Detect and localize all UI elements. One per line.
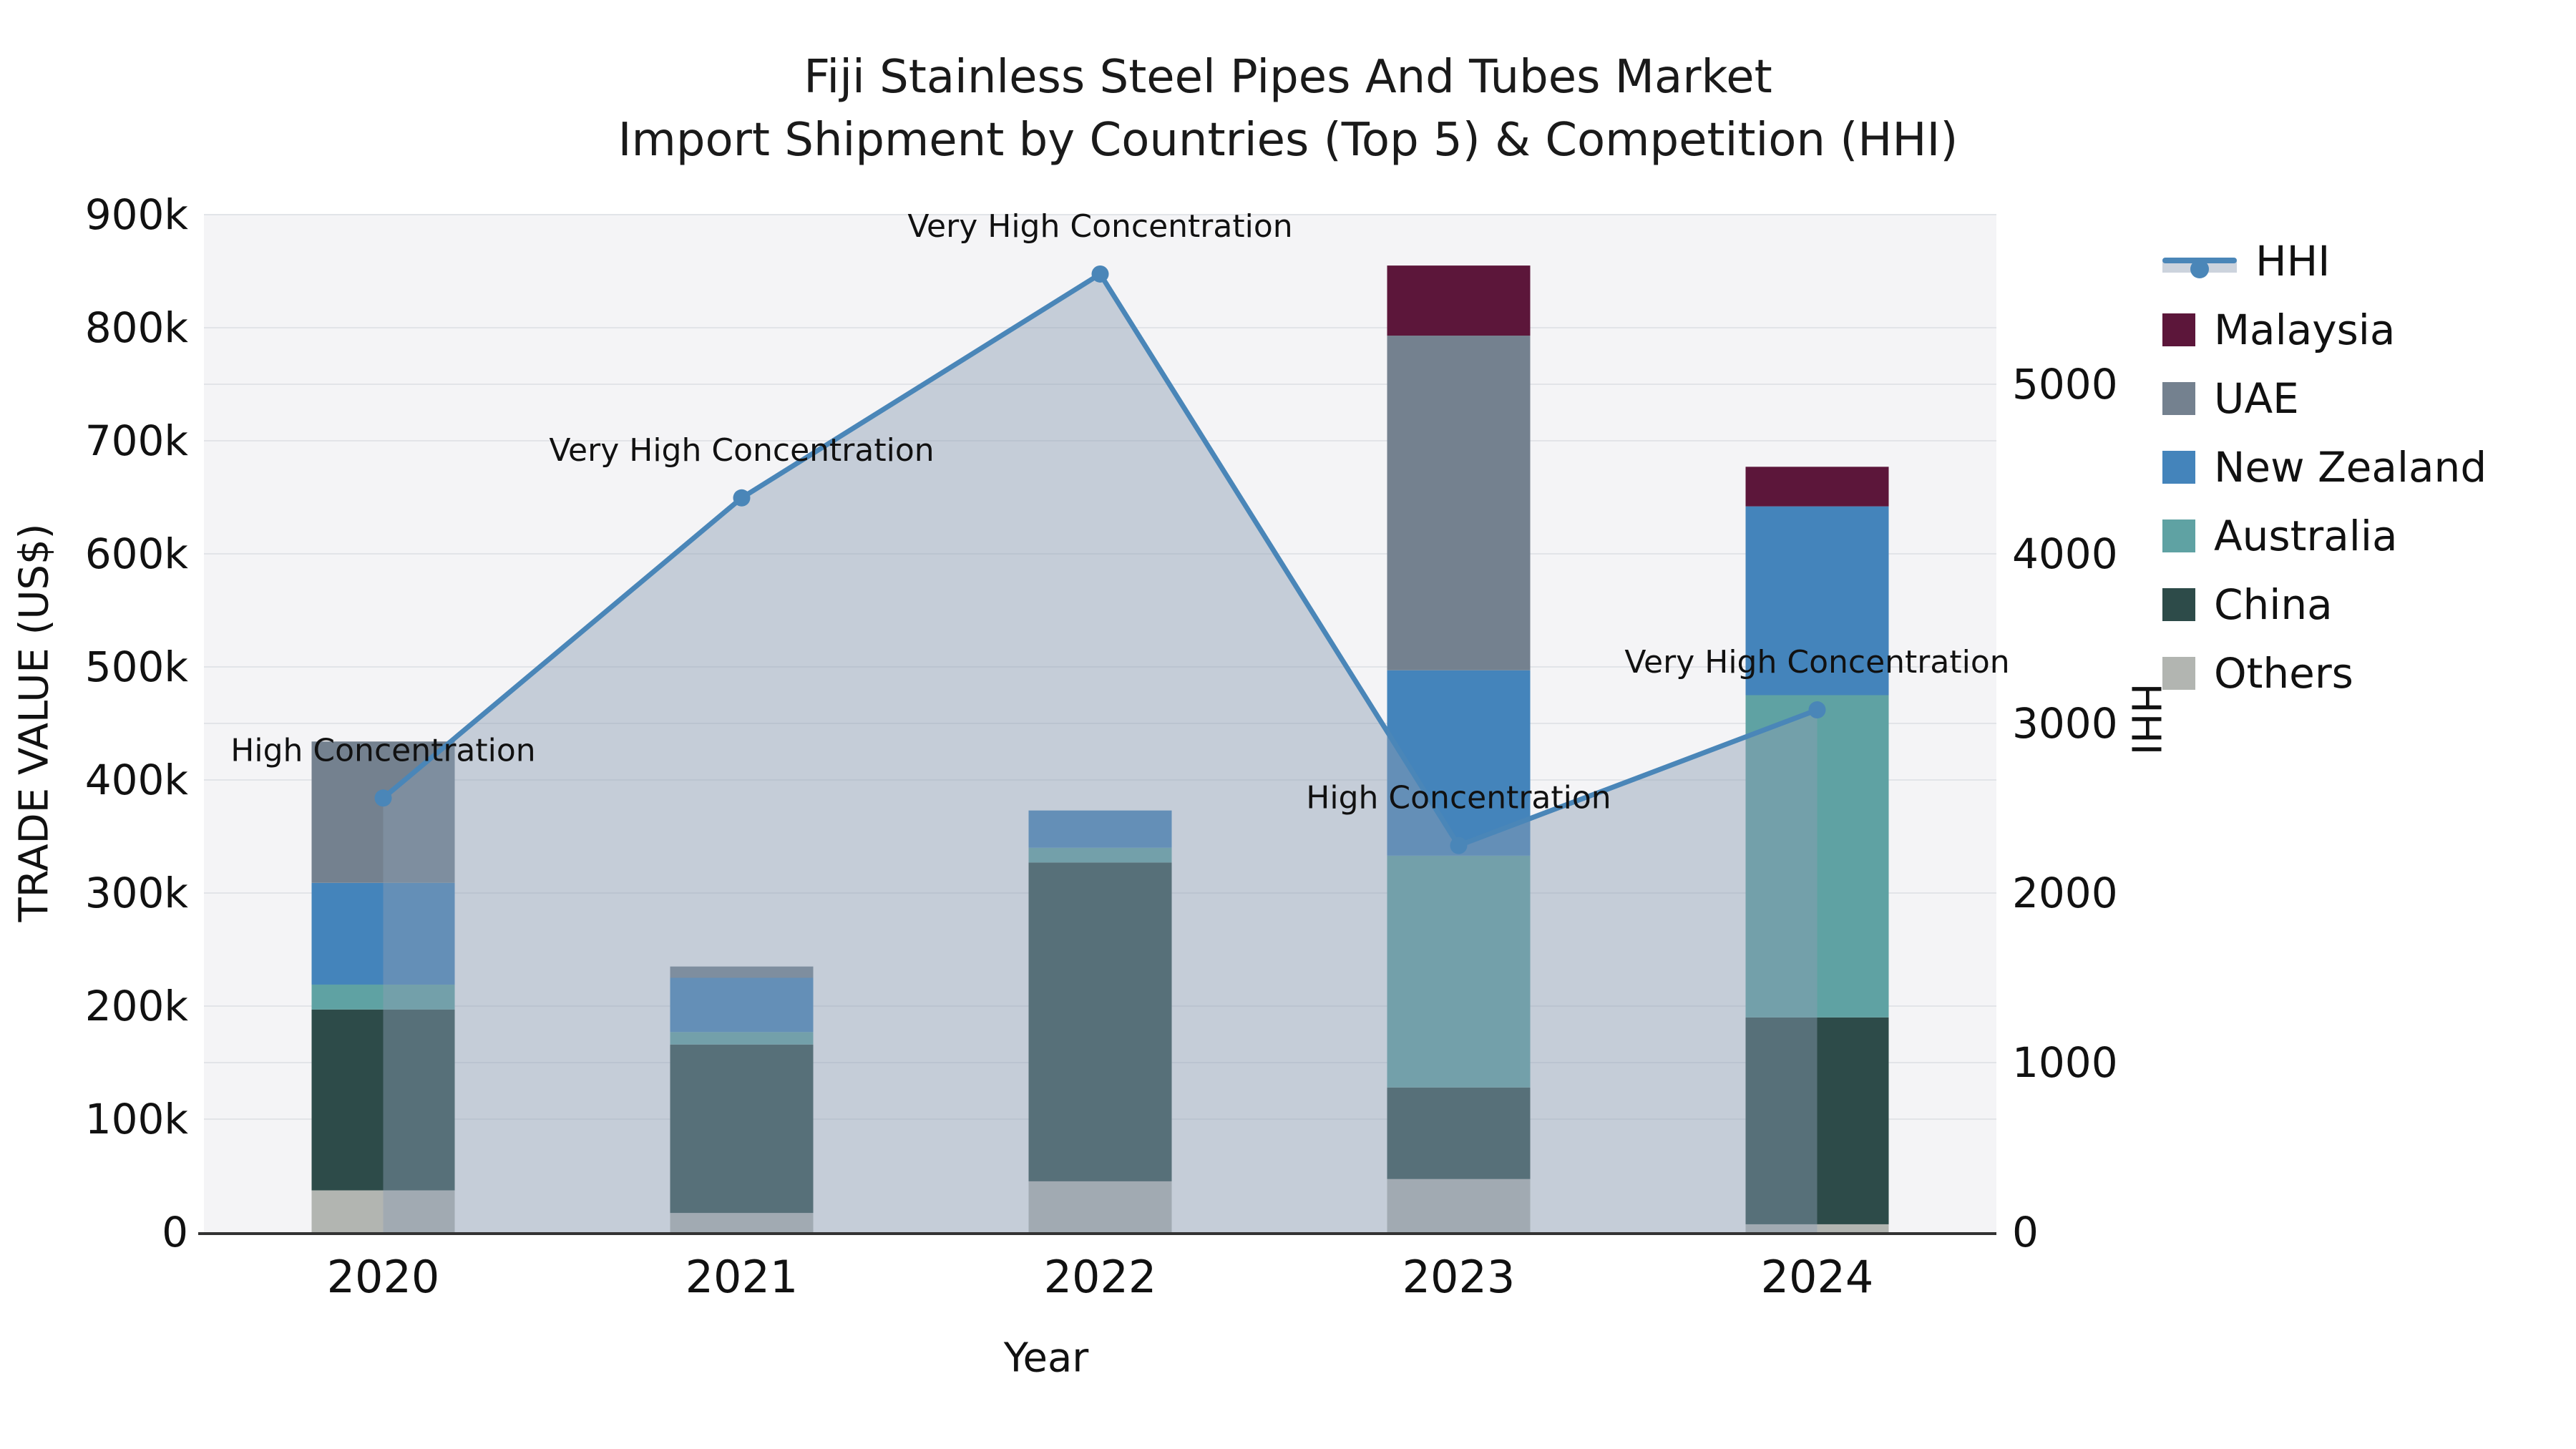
bar-segment-others-2023[interactable] [1387, 1179, 1531, 1232]
bar-segment-uae-2021[interactable] [670, 966, 814, 978]
y-right-axis-title: HHI [2122, 683, 2169, 756]
bar-segment-new-zealand-2022[interactable] [1028, 810, 1172, 848]
bar-segment-australia-2024[interactable] [1745, 695, 1889, 1018]
bar-segment-australia-2020[interactable] [311, 984, 455, 1010]
hhi-marker-2021[interactable] [733, 489, 751, 507]
x-tick-2024: 2024 [1761, 1251, 1874, 1303]
annotation-2021: Very High Concentration [549, 432, 934, 469]
x-tick-2021: 2021 [686, 1251, 799, 1303]
y-left-tick-700k: 700k [85, 416, 189, 465]
annotation-2024: Very High Concentration [1624, 644, 2009, 680]
chart-title-line1: Fiji Stainless Steel Pipes And Tubes Mar… [804, 51, 1772, 104]
y-left-tick-600k: 600k [85, 530, 189, 578]
bar-segment-china-2022[interactable] [1028, 862, 1172, 1181]
bar-segment-australia-2022[interactable] [1028, 847, 1172, 863]
y-left-axis-title: TRADE VALUE (US$) [11, 523, 58, 922]
chart-title-line2: Import Shipment by Countries (Top 5) & C… [618, 114, 1958, 167]
x-tick-2020: 2020 [327, 1251, 440, 1303]
y-left-tick-300k: 300k [85, 869, 189, 917]
uae-swatch-icon [2162, 382, 2195, 415]
bar-segment-china-2020[interactable] [311, 1009, 455, 1191]
hhi-marker-2024[interactable] [1808, 701, 1826, 719]
y-right-tick-0: 0 [2012, 1208, 2039, 1257]
y-right-tick-3000: 3000 [2012, 699, 2118, 748]
bar-segment-uae-2020[interactable] [311, 741, 455, 883]
y-left-tick-500k: 500k [85, 643, 189, 691]
bar-segment-others-2024[interactable] [1745, 1224, 1889, 1232]
bar-segment-malaysia-2024[interactable] [1745, 467, 1889, 507]
legend-item-malaysia[interactable]: Malaysia [2162, 305, 2487, 355]
others-swatch-icon [2162, 657, 2195, 690]
legend-item-new-zealand[interactable]: New Zealand [2162, 442, 2487, 492]
bar-segment-new-zealand-2020[interactable] [311, 882, 455, 985]
y-right-tick-1000: 1000 [2012, 1038, 2118, 1087]
legend-item-others[interactable]: Others [2162, 648, 2487, 698]
legend-label: Malaysia [2214, 306, 2396, 354]
y-left-tick-800k: 800k [85, 303, 189, 352]
bar-segment-others-2021[interactable] [670, 1213, 814, 1232]
hhi-marker-2020[interactable] [374, 789, 392, 807]
legend-label: New Zealand [2214, 443, 2487, 492]
annotation-2022: Very High Concentration [907, 208, 1292, 245]
chart-title: Fiji Stainless Steel Pipes And Tubes Mar… [0, 46, 2576, 172]
x-tick-2023: 2023 [1402, 1251, 1516, 1303]
y-left-tick-900k: 900k [85, 190, 189, 239]
y-right-tick-4000: 4000 [2012, 530, 2118, 578]
bar-segment-uae-2023[interactable] [1387, 336, 1531, 670]
bar-segment-australia-2023[interactable] [1387, 855, 1531, 1088]
china-swatch-icon [2162, 588, 2195, 621]
bar-segment-new-zealand-2024[interactable] [1745, 506, 1889, 696]
y-right-tick-5000: 5000 [2012, 360, 2118, 409]
legend-item-australia[interactable]: Australia [2162, 511, 2487, 561]
y-left-tick-400k: 400k [85, 756, 189, 804]
hhi-marker-2023[interactable] [1450, 836, 1468, 854]
bar-segment-malaysia-2023[interactable] [1387, 265, 1531, 336]
legend: HHI Malaysia UAE New Zealand Australia China O… [2162, 236, 2487, 698]
bar-segment-china-2024[interactable] [1745, 1017, 1889, 1224]
annotation-2023: High Concentration [1306, 780, 1611, 816]
bar-segment-others-2020[interactable] [311, 1190, 455, 1232]
x-axis-title: Year [1003, 1335, 1089, 1382]
annotation-2020: High Concentration [230, 732, 535, 769]
hhi-area-fill [383, 273, 1818, 1233]
legend-label: HHI [2255, 237, 2331, 286]
hhi-marker-2022[interactable] [1091, 265, 1109, 283]
legend-item-china[interactable]: China [2162, 580, 2487, 630]
bar-segment-china-2023[interactable] [1387, 1087, 1531, 1179]
bar-segment-new-zealand-2021[interactable] [670, 977, 814, 1033]
bar-segment-australia-2021[interactable] [670, 1032, 814, 1045]
y-left-tick-100k: 100k [85, 1095, 189, 1143]
legend-label: UAE [2214, 374, 2299, 423]
new-zealand-swatch-icon [2162, 451, 2195, 484]
x-tick-2022: 2022 [1044, 1251, 1157, 1303]
y-left-tick-200k: 200k [85, 982, 189, 1030]
hhi-line-icon [2162, 245, 2237, 278]
y-left-tick-0: 0 [162, 1208, 188, 1257]
malaysia-swatch-icon [2162, 313, 2195, 346]
legend-item-hhi[interactable]: HHI [2162, 236, 2487, 286]
y-right-tick-2000: 2000 [2012, 869, 2118, 917]
legend-label: Australia [2214, 512, 2398, 560]
bar-segment-china-2021[interactable] [670, 1044, 814, 1214]
legend-label: Others [2214, 649, 2353, 698]
legend-label: China [2214, 580, 2333, 629]
legend-item-uae[interactable]: UAE [2162, 374, 2487, 424]
australia-swatch-icon [2162, 519, 2195, 552]
bar-segment-others-2022[interactable] [1028, 1181, 1172, 1232]
